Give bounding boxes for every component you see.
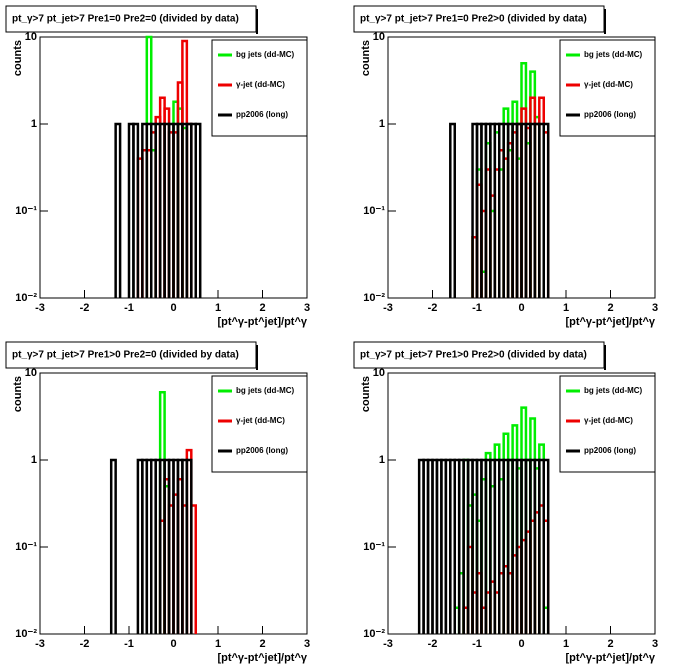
- y-axis-label: counts: [360, 376, 372, 412]
- y-tick-label: 1: [379, 118, 385, 130]
- x-axis-label: [pt^γ-pt^jet]/pt^γ: [217, 316, 307, 328]
- histogram-bin: [449, 122, 456, 298]
- y-tick-label: 1: [31, 118, 37, 130]
- y-tick-label: 10: [25, 31, 37, 43]
- title-shadow: [256, 9, 258, 34]
- x-tick-label: 2: [607, 638, 613, 650]
- x-tick-label: 1: [215, 638, 221, 650]
- title-box: [5, 5, 257, 33]
- chart-title: pt_γ>7 pt_jet>7 Pre1>0 Pre2=0 (divided b…: [12, 350, 239, 361]
- x-tick-label: 3: [652, 638, 658, 650]
- x-tick-label: -1: [124, 638, 134, 650]
- x-tick-label: 1: [563, 302, 569, 314]
- y-tick-label: 10: [373, 31, 385, 43]
- x-tick-label: 0: [170, 638, 176, 650]
- y-tick-label: 10⁻²: [15, 292, 37, 304]
- x-tick-label: -3: [383, 638, 393, 650]
- legend-label: γ-jet (dd-MC): [236, 80, 285, 89]
- y-tick-label: 10⁻¹: [363, 205, 385, 217]
- y-tick-label: 1: [31, 454, 37, 466]
- histogram-bin: [132, 122, 140, 298]
- x-tick-label: 3: [652, 302, 658, 314]
- legend-label: pp2006 (long): [236, 446, 288, 455]
- x-tick-label: -2: [80, 638, 90, 650]
- y-tick-label: 10⁻¹: [15, 205, 37, 217]
- histogram-bin: [542, 122, 550, 298]
- x-tick-label: 0: [170, 302, 176, 314]
- histogram-bin: [185, 458, 193, 634]
- x-tick-label: 0: [518, 638, 524, 650]
- legend-label: pp2006 (long): [584, 110, 636, 119]
- chart-title: pt_γ>7 pt_jet>7 Pre1=0 Pre2=0 (divided b…: [12, 14, 239, 25]
- histogram-bin: [114, 122, 122, 298]
- legend-label: γ-jet (dd-MC): [584, 416, 633, 425]
- title-box: [5, 341, 257, 369]
- legend-label: γ-jet (dd-MC): [236, 416, 285, 425]
- x-tick-label: -2: [428, 302, 438, 314]
- panel: pt_γ>7 pt_jet>7 Pre1>0 Pre2>0 (divided b…: [353, 341, 658, 664]
- x-tick-label: -1: [472, 638, 482, 650]
- histogram-bin: [542, 458, 550, 634]
- y-axis-label: counts: [360, 40, 372, 76]
- y-tick-label: 10⁻²: [363, 628, 385, 640]
- legend-label: bg jets (dd-MC): [584, 386, 643, 395]
- x-tick-label: 2: [259, 638, 265, 650]
- panel: pt_γ>7 pt_jet>7 Pre1>0 Pre2=0 (divided b…: [5, 341, 310, 664]
- y-tick-label: 10⁻²: [15, 628, 37, 640]
- x-tick-label: 1: [215, 302, 221, 314]
- x-tick-label: 3: [304, 638, 310, 650]
- chart-title: pt_γ>7 pt_jet>7 Pre1>0 Pre2>0 (divided b…: [360, 350, 587, 361]
- title-shadow: [604, 345, 606, 370]
- x-tick-label: -3: [35, 302, 45, 314]
- title-shadow: [604, 9, 606, 34]
- legend-label: pp2006 (long): [236, 110, 288, 119]
- x-tick-label: -3: [383, 302, 393, 314]
- legend-label: γ-jet (dd-MC): [584, 80, 633, 89]
- y-tick-label: 10⁻¹: [363, 541, 385, 553]
- y-tick-label: 10: [25, 367, 37, 379]
- x-tick-label: -1: [124, 302, 134, 314]
- y-tick-label: 10⁻²: [363, 292, 385, 304]
- x-tick-label: 1: [563, 638, 569, 650]
- legend-label: bg jets (dd-MC): [236, 50, 295, 59]
- y-axis-label: counts: [12, 376, 24, 412]
- x-tick-label: 2: [607, 302, 613, 314]
- x-tick-label: 3: [304, 302, 310, 314]
- histogram-bin: [109, 458, 117, 634]
- x-axis-label: [pt^γ-pt^jet]/pt^γ: [217, 652, 307, 664]
- x-tick-label: -2: [428, 638, 438, 650]
- y-tick-label: 1: [379, 454, 385, 466]
- legend-label: pp2006 (long): [584, 446, 636, 455]
- legend-label: bg jets (dd-MC): [236, 386, 295, 395]
- title-shadow: [256, 345, 258, 370]
- x-tick-label: 0: [518, 302, 524, 314]
- panel: pt_γ>7 pt_jet>7 Pre1=0 Pre2=0 (divided b…: [5, 5, 310, 328]
- x-axis-label: [pt^γ-pt^jet]/pt^γ: [565, 652, 655, 664]
- x-tick-label: -1: [472, 302, 482, 314]
- x-tick-label: -3: [35, 638, 45, 650]
- panel: pt_γ>7 pt_jet>7 Pre1=0 Pre2>0 (divided b…: [353, 5, 658, 328]
- legend-label: bg jets (dd-MC): [584, 50, 643, 59]
- y-tick-label: 10⁻¹: [15, 541, 37, 553]
- x-tick-label: -2: [80, 302, 90, 314]
- histogram-bin: [194, 122, 202, 298]
- x-tick-label: 2: [259, 302, 265, 314]
- y-tick-label: 10: [373, 367, 385, 379]
- y-axis-label: counts: [12, 40, 24, 76]
- chart-title: pt_γ>7 pt_jet>7 Pre1=0 Pre2>0 (divided b…: [360, 14, 587, 25]
- x-axis-label: [pt^γ-pt^jet]/pt^γ: [565, 316, 655, 328]
